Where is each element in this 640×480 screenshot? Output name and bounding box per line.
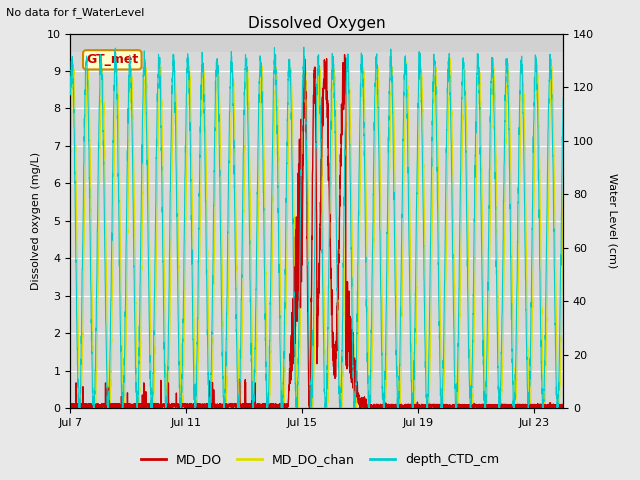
Y-axis label: Dissolved oxygen (mg/L): Dissolved oxygen (mg/L) [31,152,41,290]
Legend: MD_DO, MD_DO_chan, depth_CTD_cm: MD_DO, MD_DO_chan, depth_CTD_cm [136,448,504,471]
Y-axis label: Water Level (cm): Water Level (cm) [608,173,618,268]
Bar [70,34,563,52]
Text: GT_met: GT_met [86,53,138,66]
Text: No data for f_WaterLevel: No data for f_WaterLevel [6,7,145,18]
Title: Dissolved Oxygen: Dissolved Oxygen [248,16,386,31]
